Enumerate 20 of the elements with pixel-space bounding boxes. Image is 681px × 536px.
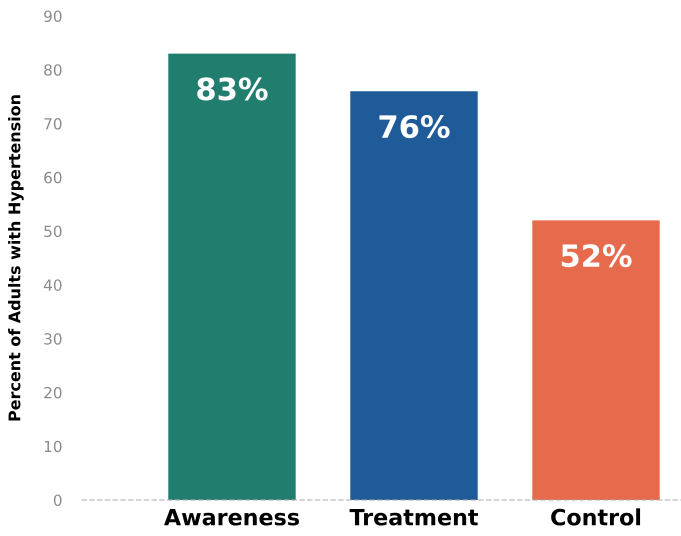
y-tick-label: 70	[44, 118, 62, 130]
x-tick-label: Awareness	[164, 509, 299, 526]
y-tick-label: 40	[44, 279, 62, 291]
y-tick-label: 10	[44, 440, 62, 452]
y-tick-label: 30	[44, 333, 62, 345]
x-tick-label: Control	[551, 508, 640, 526]
y-axis-title: Percent of Adults with Hypertension	[8, 95, 24, 421]
y-tick-label: 50	[44, 226, 62, 238]
data-label: 52%	[562, 244, 632, 268]
y-tick-label: 0	[54, 494, 62, 506]
x-tick-label: Treatment	[350, 509, 478, 526]
bar	[532, 220, 660, 500]
y-tick-label: 20	[44, 386, 62, 398]
data-label: 76%	[379, 115, 450, 138]
y-tick-label: 60	[44, 172, 62, 184]
y-tick-label: 80	[44, 64, 62, 76]
bar	[168, 54, 296, 500]
data-label: 83%	[197, 77, 268, 100]
y-tick-label: 90	[44, 10, 62, 22]
bar	[350, 91, 478, 500]
